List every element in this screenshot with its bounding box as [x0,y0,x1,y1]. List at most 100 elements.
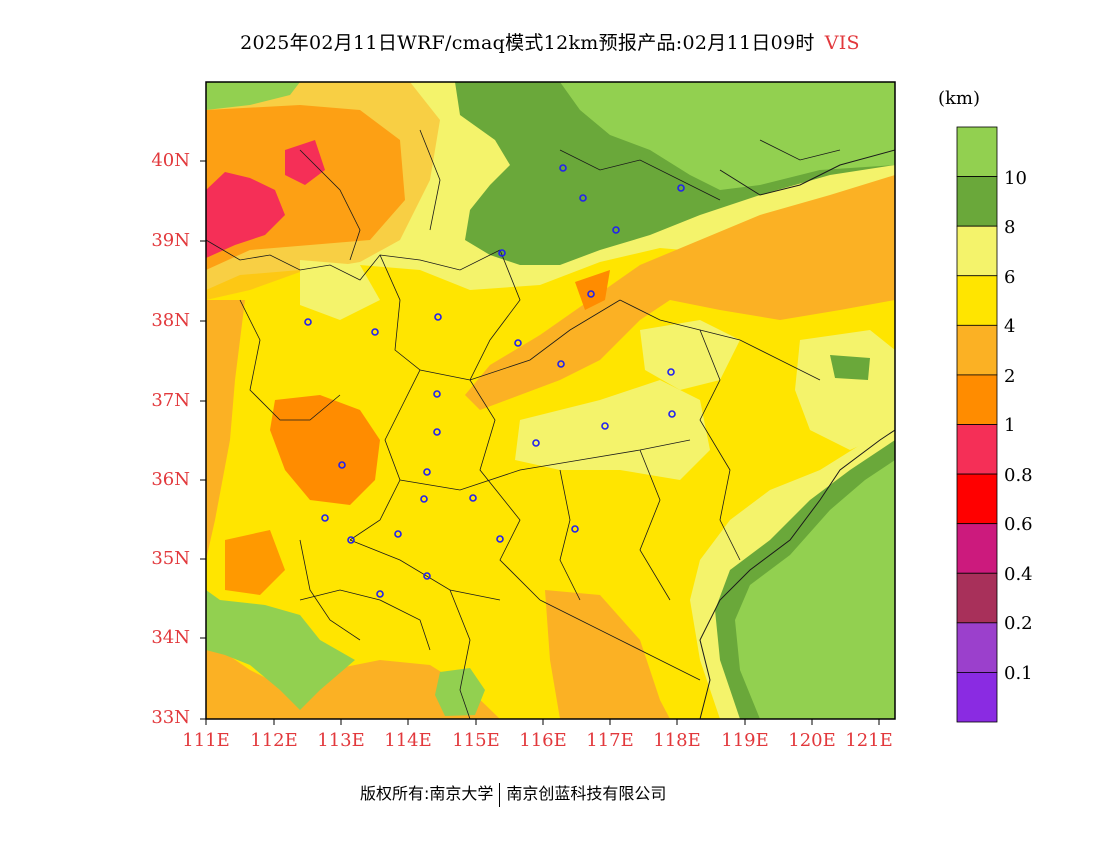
city-marker [394,530,402,538]
colorbar-label: 0.1 [1004,663,1033,684]
colorbar-swatch [956,324,998,376]
lon-label-121e: 121E [845,730,893,751]
lon-label-114e: 114E [384,730,432,751]
vis-region-2-4-center-band [465,175,895,410]
colorbar-swatch [956,672,998,723]
vis-region-6-8-central [515,380,710,480]
lat-label-37n: 37N [151,390,190,411]
lon-label-117e: 117E [586,730,634,751]
lon-label-119e: 119E [721,730,769,751]
vis-region-08-1-north [285,140,325,185]
vis-region-over10-northwest [206,82,300,110]
colorbar-label: 4 [1004,316,1016,337]
vis-region-1-2-center [575,270,610,310]
colorbar-label: 0.8 [1004,465,1033,486]
title-variable: VIS [824,32,860,54]
city-marker [667,368,675,376]
colorbar-swatch [956,176,998,227]
city-marker [612,226,620,234]
colorbar-unit: (km) [938,88,981,109]
title-main: 2025年02月11日WRF/cmaq模式12km预报产品:02月11日09时 [240,32,815,54]
lon-label-118e: 118E [653,730,701,751]
vis-region-2-4-southeast [545,590,670,719]
lon-label-112e: 112E [250,730,298,751]
city-marker [668,410,676,418]
lon-label-120e: 120E [788,730,836,751]
city-marker [434,313,442,321]
lon-label-115e: 115E [452,730,500,751]
city-marker [469,494,477,502]
colorbar-label: 0.4 [1004,564,1033,585]
coastline-bohai [719,149,895,196]
vis-region-2-4-south [206,640,500,719]
map-plot-area [206,82,895,719]
colorbar-swatch [956,473,998,525]
lat-label-39n: 39N [151,230,190,251]
lon-label-116e: 116E [519,730,567,751]
city-marker [532,439,540,447]
vis-region-6-8-east [795,330,895,450]
city-marker [423,468,431,476]
city-marker [571,525,579,533]
footer: 版权所有:南京大学 南京创蓝科技有限公司 [360,780,666,807]
colorbar-label: 1 [1004,415,1016,436]
city-markers [304,164,685,598]
city-marker [304,318,312,326]
colorbar-swatch [956,572,998,624]
colorbar-swatch [956,374,998,425]
lat-label-33n: 33N [151,707,190,728]
colorbar-label: 6 [1004,267,1016,288]
boundary-lines [206,129,841,719]
vis-region-6-8-west [300,260,380,320]
colorbar-label: 0.2 [1004,613,1033,634]
city-marker [338,461,346,469]
footer-separator [499,782,501,807]
colorbar-label: 2 [1004,366,1016,387]
map-title: 2025年02月11日WRF/cmaq模式12km预报产品:02月11日09时 V… [0,28,1100,55]
vis-region-over10-southwest [206,590,355,710]
vis-region-6-8-east-central [640,320,740,390]
vis-region-1-2-west-central [270,395,380,505]
city-marker [371,328,379,336]
colorbar-swatch [956,424,998,475]
colorbar-label: 10 [1004,168,1027,189]
city-marker [496,535,504,543]
city-marker [677,184,685,192]
colorbar-label: 0.6 [1004,514,1033,535]
city-marker [423,572,431,580]
city-marker [514,339,522,347]
city-marker [559,164,567,172]
colorbar [956,126,998,723]
axis-ticks [200,160,880,725]
city-marker [433,428,441,436]
lat-label-34n: 34N [151,627,190,648]
coastline [699,429,895,719]
lat-label-40n: 40N [151,150,190,171]
vis-region-08-1-northwest [206,172,285,258]
vis-region-2-4-northwest [206,82,440,300]
city-marker [321,514,329,522]
city-marker [557,360,565,368]
colorbar-swatch [956,275,998,326]
vis-region-1-2-southwest [225,530,285,595]
lon-label-111e: 111E [182,730,230,751]
footer-company: 南京创蓝科技有限公司 [506,784,667,803]
colorbar-label: 8 [1004,217,1016,238]
city-marker [347,536,355,544]
city-marker [601,422,609,430]
city-marker [420,495,428,503]
lon-label-113e: 113E [317,730,365,751]
vis-region-8-10-coast [830,355,870,380]
colorbar-swatch [956,126,998,177]
city-marker [498,249,506,257]
city-marker [587,290,595,298]
lat-label-36n: 36N [151,469,190,490]
city-marker [579,194,587,202]
colorbar-swatch [956,523,998,574]
lat-label-35n: 35N [151,548,190,569]
colorbar-swatch [956,622,998,673]
vis-region-2-4-west [206,300,245,560]
footer-copyright: 版权所有:南京大学 [360,784,494,803]
vis-region-over10-south [435,668,485,716]
